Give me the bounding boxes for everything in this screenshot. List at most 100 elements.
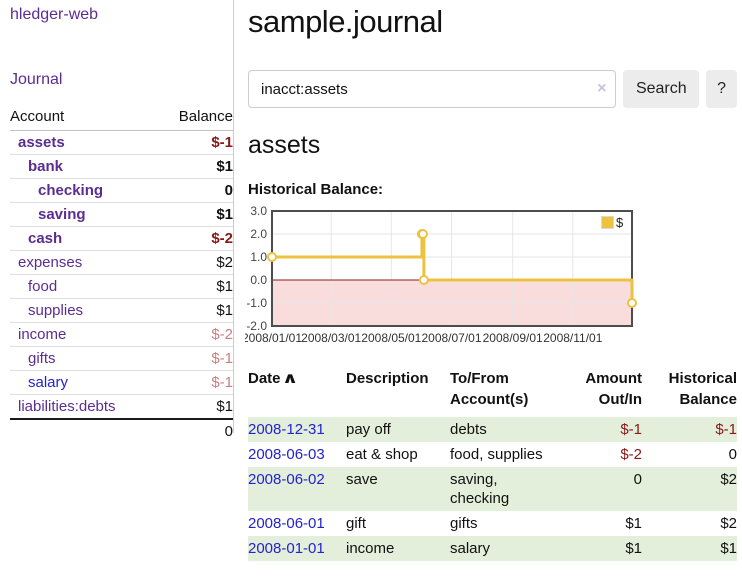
svg-text:1.0: 1.0: [250, 250, 267, 264]
legend-label: $: [616, 215, 624, 230]
transaction-amount: 0: [562, 467, 642, 511]
accounts-table: Account Balance assets $-1 bank $1 checking 0…: [10, 106, 233, 443]
account-link-saving[interactable]: saving: [38, 206, 86, 223]
register-header-accounts: To/From Account(s): [450, 370, 529, 408]
transaction-description: pay off: [346, 417, 450, 442]
account-name-cell: liabilities:debts: [10, 394, 158, 420]
register-header-description: Description: [346, 370, 429, 387]
accounts-header-account: Account: [10, 106, 158, 131]
account-row: checking 0: [10, 178, 233, 203]
svg-text:2008/11/01: 2008/11/01: [543, 331, 602, 345]
transaction-date-cell: 2008-12-31: [248, 417, 346, 442]
transaction-date-cell: 2008-06-02: [248, 467, 346, 511]
account-link-salary[interactable]: salary: [28, 374, 69, 391]
accounts-total-row: 0: [10, 418, 233, 443]
account-balance: 0: [157, 178, 233, 203]
account-row: food $1: [10, 274, 233, 299]
account-row: liabilities:debts $1: [10, 394, 233, 420]
account-balance: $1: [157, 154, 233, 179]
transaction-row: 2008-12-31 pay off debts $-1 $-1: [248, 417, 737, 442]
svg-text:-1.0: -1.0: [246, 296, 267, 310]
account-balance: $1: [157, 202, 233, 227]
transaction-accounts: gifts: [450, 515, 478, 532]
svg-text:2008/03/01: 2008/03/01: [301, 331, 361, 345]
account-balance: $1: [157, 298, 233, 323]
account-balance: $1: [157, 394, 233, 420]
legend-swatch-icon: [601, 216, 614, 229]
transaction-accounts: debts: [450, 417, 562, 442]
account-name-cell: food: [10, 274, 158, 299]
account-link-assets[interactable]: assets: [18, 134, 65, 151]
register-table: Date∧ Description To/From Account(s) Amo…: [248, 366, 737, 561]
account-link-food[interactable]: food: [28, 278, 58, 295]
account-link-bank[interactable]: bank: [28, 158, 64, 175]
transaction-date-cell: 2008-06-03: [248, 442, 346, 467]
search-input[interactable]: [248, 70, 617, 108]
svg-text:2008/05/01: 2008/05/01: [361, 331, 421, 345]
account-balance: $-2: [157, 226, 233, 251]
account-name-cell: supplies: [10, 298, 158, 323]
transaction-date-link[interactable]: 2008-12-31: [248, 421, 325, 438]
search-button[interactable]: Search: [623, 70, 700, 108]
transaction-date-cell: 2008-01-01: [248, 536, 346, 561]
search-box: ×: [248, 70, 617, 108]
account-row: gifts $-1: [10, 346, 233, 371]
transaction-date-link[interactable]: 2008-06-01: [248, 515, 325, 532]
app-title-link[interactable]: hledger-web: [10, 6, 99, 23]
account-row: salary $-1: [10, 370, 233, 395]
svg-text:3.0: 3.0: [250, 204, 267, 218]
account-name-cell: checking: [10, 178, 158, 203]
sidebar-divider: [233, 0, 234, 433]
svg-text:2008/07/01: 2008/07/01: [421, 331, 481, 345]
svg-text:2008/09/01: 2008/09/01: [483, 331, 543, 345]
account-link-liabilities-debts[interactable]: liabilities:debts: [18, 398, 116, 415]
transaction-accounts: food, supplies: [450, 446, 543, 463]
account-link-gifts[interactable]: gifts: [28, 350, 56, 367]
transaction-date-link[interactable]: 2008-01-01: [248, 540, 325, 557]
main-content: sample.journal × Search ? assets Histori…: [245, 0, 738, 561]
clear-search-icon[interactable]: ×: [597, 80, 607, 97]
sidebar: hledger-web Journal Account Balance asse…: [10, 6, 233, 443]
transaction-row: 2008-06-02 save saving, checking 0 $2: [248, 467, 737, 511]
transaction-accounts: saving, checking: [450, 467, 562, 511]
help-button[interactable]: ?: [706, 70, 738, 108]
transaction-date-link[interactable]: 2008-06-02: [248, 471, 325, 488]
account-name-cell: gifts: [10, 346, 158, 371]
account-balance: $-2: [157, 322, 233, 347]
account-link-checking[interactable]: checking: [38, 182, 104, 199]
transaction-row: 2008-06-03 eat & shop food, supplies $-2 0: [248, 442, 737, 467]
accounts-header-balance: Balance: [157, 106, 233, 131]
register-header-row: Date∧ Description To/From Account(s) Amo…: [248, 366, 737, 417]
transaction-accounts: salary: [450, 536, 562, 561]
svg-text:2008/01/01: 2008/01/01: [245, 331, 302, 345]
transaction-amount: $-1: [562, 417, 642, 442]
transaction-balance: 0: [728, 446, 737, 463]
svg-text:2.0: 2.0: [250, 227, 267, 241]
account-row: saving $1: [10, 202, 233, 227]
account-balance: $1: [157, 274, 233, 299]
account-name-cell: assets: [10, 130, 158, 155]
account-name-cell: salary: [10, 370, 158, 395]
transaction-description: save: [346, 467, 450, 511]
account-row: supplies $1: [10, 298, 233, 323]
register-header-balance: Historical Balance: [668, 370, 737, 408]
transaction-date-cell: 2008-06-01: [248, 511, 346, 536]
transaction-balance: $-1: [642, 417, 737, 442]
account-link-cash[interactable]: cash: [28, 230, 63, 247]
account-name-cell: saving: [10, 202, 158, 227]
transaction-balance: $1: [642, 536, 737, 561]
account-link-supplies[interactable]: supplies: [28, 302, 84, 319]
transaction-amount: $1: [562, 536, 642, 561]
transaction-amount: $1: [625, 515, 642, 532]
date-header-label: Date: [248, 370, 281, 387]
balance-chart: 3.0 2.0 1.0 0.0 -1.0 -2.0 2008/01/01 2008/03/01…: [245, 201, 657, 349]
sidebar-item-journal[interactable]: Journal: [10, 71, 63, 88]
transaction-row: 2008-01-01 income salary $1 $1: [248, 536, 737, 561]
register-header-date[interactable]: Date∧: [248, 366, 346, 417]
account-balance: $-1: [157, 130, 233, 155]
account-link-income[interactable]: income: [18, 326, 67, 343]
account-link-expenses[interactable]: expenses: [18, 254, 83, 271]
account-name-cell: income: [10, 322, 158, 347]
transaction-date-link[interactable]: 2008-06-03: [248, 446, 325, 463]
